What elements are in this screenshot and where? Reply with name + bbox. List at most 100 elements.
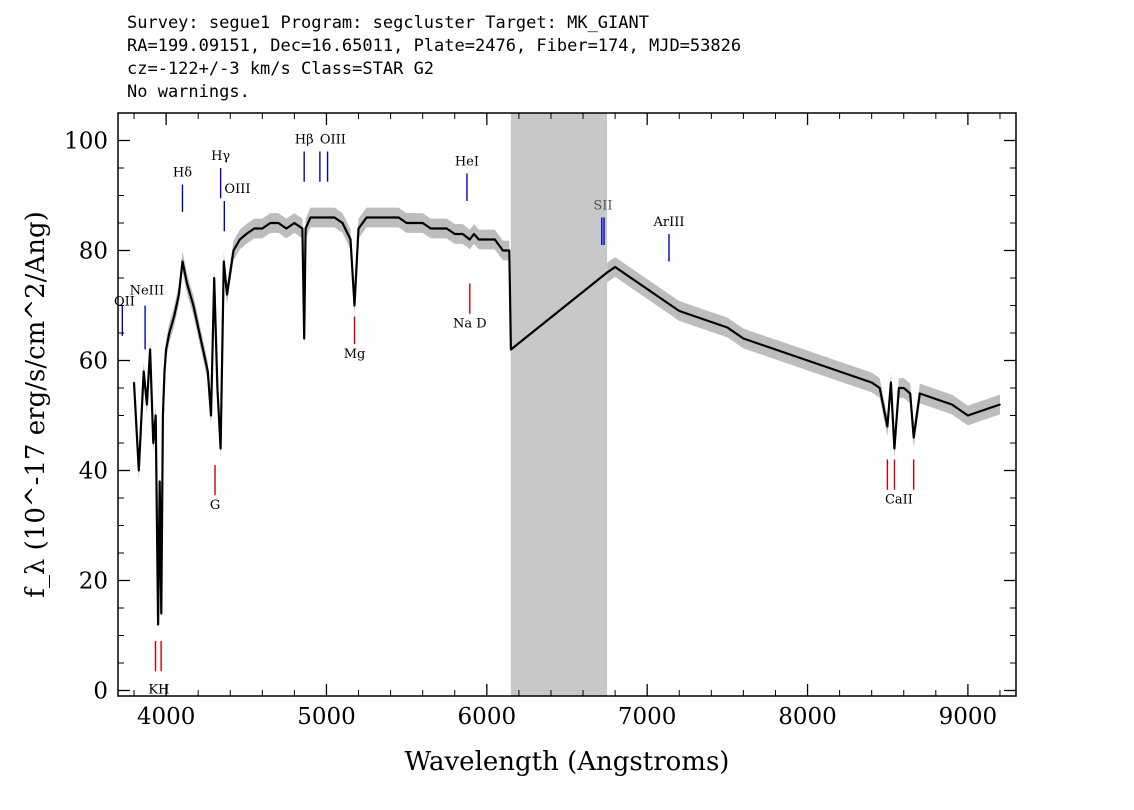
spectrum-point [898, 387, 900, 389]
spectrum-point [158, 480, 161, 483]
spectrum-point [162, 414, 164, 417]
spectrum-point [806, 359, 809, 362]
spectrum-header: Survey: segue1 Program: segcluster Targe… [127, 12, 741, 104]
spectrum-point [210, 414, 212, 417]
spectrum-point [207, 370, 209, 373]
spectrum-point [967, 414, 969, 417]
x-tick-label: 6000 [458, 704, 517, 730]
spectrum-point [157, 623, 159, 626]
y-tick-label: 80 [79, 239, 108, 265]
spectrum-point [622, 271, 624, 274]
spectrum-point [508, 249, 511, 252]
spectrum-point [349, 238, 352, 241]
spectrum-point [886, 425, 889, 428]
spectrum-point [309, 216, 312, 219]
spectrum-point [903, 387, 905, 389]
spectrum-point [909, 392, 911, 395]
y-tick-label: 40 [79, 459, 108, 485]
spectrum-point [912, 436, 915, 439]
line-label-hβ: Hβ [295, 132, 314, 147]
spectrum-point [462, 233, 464, 235]
spectrum-point [646, 288, 648, 290]
spectrum-point [149, 348, 151, 351]
masked-region [510, 113, 608, 696]
x-axis-title: Wavelength (Angstroms) [405, 747, 730, 777]
spectrum-point [614, 266, 616, 268]
spectrum-point [341, 222, 344, 224]
spectrum-point [317, 216, 320, 219]
spectrum-point [445, 227, 448, 230]
spectrum-point [429, 227, 432, 230]
spectrum-point [454, 233, 456, 235]
spectrum-point [473, 233, 475, 235]
plot-background [510, 113, 608, 696]
spectrum-point [468, 238, 471, 241]
line-label-ariii: ArIII [652, 215, 684, 230]
spectrum-point [333, 216, 336, 219]
spectrum-point [373, 216, 376, 219]
spectrum-point [186, 282, 188, 285]
spectrum-point [502, 249, 504, 252]
line-label-mg: Mg [344, 347, 366, 362]
spectrum-point [630, 277, 632, 279]
spectrum-point [381, 216, 384, 219]
y-tick-label: 100 [64, 129, 108, 155]
spectrum-point [838, 370, 841, 373]
spectrum-point [510, 348, 512, 351]
y-tick-label: 0 [93, 679, 108, 705]
spectrum-point [245, 233, 248, 235]
header-warnings-line: No warnings. [127, 82, 250, 102]
line-label-sii: SII [593, 198, 612, 213]
spectrum-point [999, 403, 1001, 406]
spectrum-point [710, 321, 713, 323]
axes-group: 4000 5000 6000 7000 8000 9000 0 20 40 60 80 100 [64, 112, 1017, 730]
spectrum-point [219, 447, 222, 450]
spectrum-point [293, 222, 296, 224]
spectrum-point [239, 238, 241, 241]
spectrum-point [226, 293, 228, 296]
spectrum-point [146, 403, 148, 406]
spectrum-point [951, 403, 953, 406]
spectrum-point [181, 260, 184, 263]
x-tick-label: 5000 [297, 704, 356, 730]
spectrum-point [389, 216, 392, 219]
spectrum-point [325, 216, 328, 219]
spectrum-point [694, 315, 697, 318]
line-label-oiii: OIII [224, 182, 250, 197]
line-label-hei: HeI [455, 154, 479, 169]
spectrum-point [983, 409, 985, 411]
y-tick-label: 20 [79, 569, 108, 595]
line-label-hγ: Hγ [211, 149, 230, 164]
spectrum-point [890, 381, 892, 384]
y-tick-label: 60 [79, 349, 108, 375]
spectrum-point [303, 337, 306, 340]
spectrum-point [413, 222, 416, 224]
spectrum-point [790, 354, 793, 356]
spectrum-point [478, 238, 480, 241]
spectrum-point [878, 387, 881, 389]
spectrum-point [421, 222, 424, 224]
error-band-group [134, 207, 1000, 635]
spectrum-point [742, 337, 745, 340]
spectrum-point [152, 442, 155, 444]
spectrum-point [277, 222, 280, 224]
spectrum-point [223, 260, 225, 263]
spectrum-point [678, 310, 681, 312]
line-label-g: G [210, 498, 220, 513]
spectrum-point [202, 348, 204, 351]
plot-frame [117, 112, 1017, 697]
series-group [132, 216, 1001, 626]
y-axis-title-text: f_λ (10^-17 erg/s/cm^2/Ang) [21, 211, 51, 597]
header-redshift-line: cz=-122+/-3 km/s Class=STAR G2 [127, 59, 435, 79]
spectrum-point [216, 387, 219, 389]
x-tick-label: 9000 [939, 704, 998, 730]
line-label-hδ: Hδ [173, 165, 192, 180]
spectrum-point [357, 227, 360, 230]
header-coordinates-line: RA=199.09151, Dec=16.65011, Plate=2476, … [127, 36, 742, 56]
spectrum-point [192, 304, 195, 307]
x-tick-label: 7000 [618, 704, 677, 730]
spectrum-point [606, 271, 608, 274]
spectrum-point [178, 293, 180, 296]
